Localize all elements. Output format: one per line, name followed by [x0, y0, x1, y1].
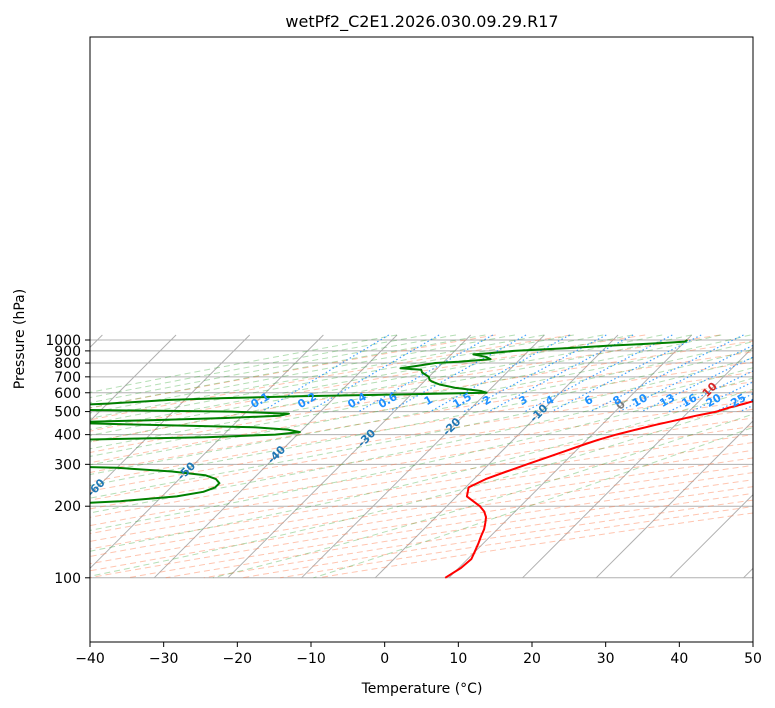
mixing-ratio-line — [261, 334, 390, 413]
mixing-ratio-line — [551, 334, 702, 413]
dry-adiabat-line — [90, 334, 646, 432]
dry-adiabat-line — [318, 512, 753, 579]
isotherm-line — [153, 334, 398, 579]
isotherm-line — [522, 346, 753, 579]
y-tick-label: 700 — [54, 370, 81, 386]
mixing-ratio-line — [618, 344, 753, 413]
moist-adiabat-line — [90, 334, 427, 399]
x-tick-label: 10 — [449, 651, 467, 667]
moist-adiabat-line — [90, 400, 753, 577]
line-labels: -100-90-80-70-60-50-40-30-20-10010203040… — [0, 380, 775, 517]
mixing-ratio-line — [429, 334, 571, 413]
y-tick-label: 500 — [54, 405, 81, 421]
x-tick-label: 20 — [523, 651, 541, 667]
x-tick-label: 50 — [744, 651, 762, 667]
dry-adiabat-line — [90, 472, 753, 579]
moist-adiabat-line — [90, 377, 753, 531]
mixing-ratio-line — [488, 334, 634, 413]
x-tick-label: −30 — [149, 651, 179, 667]
y-tick-label: 300 — [54, 457, 81, 473]
axes: −40 −30 −20 −10 0 10 20 30 40 50 100 200 300 400 500 60… — [45, 333, 762, 667]
plot-area — [90, 334, 775, 579]
isotherm-line — [90, 334, 324, 570]
dry-adiabat-line — [90, 390, 753, 501]
mixing-ratio-label: 30 — [749, 391, 769, 410]
mixing-ratio-line — [761, 335, 775, 412]
moist-adiabat-line — [90, 348, 753, 486]
mixing-ratio-label: 16 — [679, 391, 699, 410]
x-tick-label: −10 — [296, 651, 326, 667]
dewpoint-profile-line — [90, 339, 688, 504]
isotherm-line — [448, 334, 693, 579]
mixing-ratio-line — [668, 370, 753, 413]
isotherm-line — [90, 334, 177, 422]
isotherm-line — [669, 493, 753, 579]
y-axis-label: Pressure (hPa) — [12, 289, 28, 389]
isotherm-line — [227, 334, 472, 579]
mixing-ratio-label: 2 — [480, 393, 493, 408]
dry-adiabat-line — [127, 479, 753, 579]
y-tick-label: 800 — [54, 356, 81, 372]
x-tick-label: −40 — [75, 651, 105, 667]
isotherm-line — [743, 567, 753, 579]
dry-adiabat-line — [90, 408, 753, 518]
isotherm-line — [595, 420, 753, 579]
dry-adiabat-line — [90, 457, 753, 565]
dry-adiabat-line — [90, 361, 753, 473]
isotherm-line — [374, 334, 619, 579]
mixing-ratio-line — [308, 334, 440, 413]
moist-adiabat-line — [90, 367, 753, 514]
y-tick-label: 200 — [54, 499, 81, 515]
dry-adiabat-line — [280, 506, 753, 579]
dry-adiabat-line — [90, 441, 753, 550]
dry-adiabat-line — [90, 334, 571, 421]
moist-adiabat-line — [90, 334, 663, 443]
moist-adiabat-line — [90, 334, 633, 436]
y-tick-label: 400 — [54, 428, 81, 444]
temperature-profile-line — [444, 400, 753, 579]
moist-adiabat-line — [90, 334, 545, 419]
moist-adiabat-line — [90, 334, 692, 450]
isotherm-line — [90, 334, 251, 496]
dry-adiabat-line — [90, 399, 753, 510]
dry-adiabat-line — [90, 434, 753, 542]
x-tick-label: 0 — [380, 651, 389, 667]
moist-adiabat-line — [90, 357, 753, 499]
dry-adiabat-line — [90, 417, 753, 527]
moist-adiabat-line — [90, 334, 457, 404]
y-tick-label: 100 — [54, 571, 81, 587]
moist-adiabat-line — [90, 334, 574, 425]
mixing-ratio-line — [641, 356, 753, 413]
moist-adiabat-line — [90, 334, 722, 457]
mixing-ratio-label: 36 — [770, 391, 775, 410]
mixing-ratio-line — [590, 334, 744, 413]
dry-adiabat-line — [90, 371, 753, 483]
y-tick-label: 1000 — [45, 333, 81, 349]
x-tick-label: −20 — [223, 651, 253, 667]
mixing-ratio-line — [358, 334, 494, 413]
moist-adiabat-line — [212, 413, 753, 579]
dry-adiabat-line — [90, 464, 753, 572]
mixing-ratio-line — [463, 334, 607, 413]
chart-title: wetPf2_C2E1.2026.030.09.29.R17 — [285, 12, 558, 32]
moist-adiabat-line — [90, 388, 753, 552]
mixing-ratio-label: 3 — [517, 393, 530, 408]
y-tick-label: 600 — [54, 386, 81, 402]
y-tick-label: 900 — [54, 344, 81, 360]
isotherm-line — [301, 334, 545, 579]
moist-adiabat-line — [90, 334, 398, 393]
dry-adiabat-line — [90, 351, 753, 464]
isotherm-label: -70 — [0, 494, 16, 517]
x-axis-label: Temperature (°C) — [361, 681, 483, 697]
moist-adiabat-line — [90, 334, 751, 466]
x-tick-label: 40 — [670, 651, 688, 667]
moist-adiabat-line — [313, 426, 753, 579]
x-tick-label: 30 — [597, 651, 615, 667]
